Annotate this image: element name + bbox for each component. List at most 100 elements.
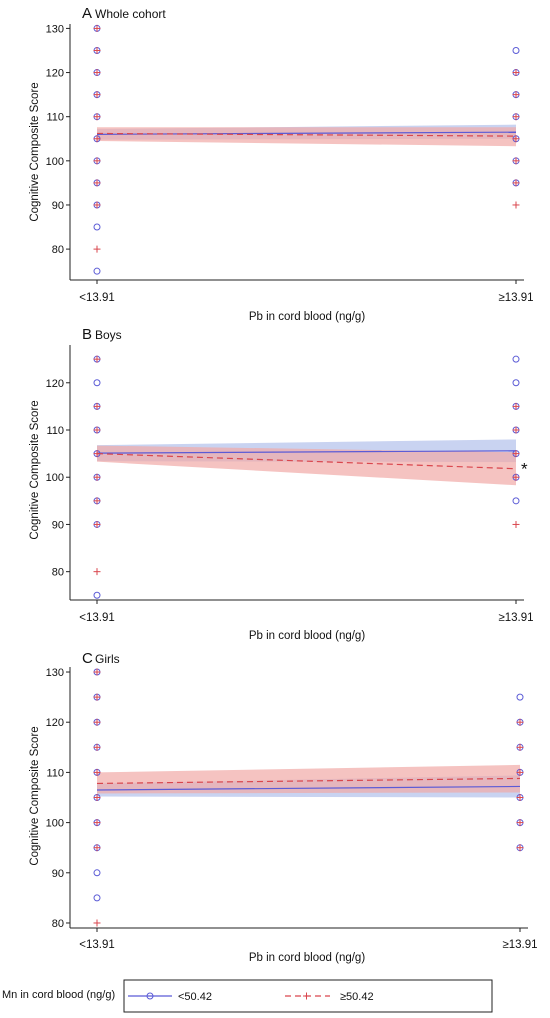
data-point-high-mn (93, 179, 101, 187)
data-point-high-mn (93, 355, 101, 363)
data-point-high-mn (512, 179, 520, 187)
data-point-low-mn (93, 267, 101, 275)
y-tick-label: 80 (52, 918, 64, 930)
fit-line-low-mn (96, 785, 521, 791)
panel-letter: A (82, 5, 92, 22)
data-point-low-mn (93, 894, 101, 902)
data-point-low-mn (93, 591, 101, 599)
y-axis-label: Cognitive Composite Score (29, 400, 41, 539)
y-tick-label: 100 (46, 472, 64, 484)
legend-label-low-mn: <50.42 (178, 991, 212, 1003)
data-point-low-mn (512, 355, 520, 363)
data-point-high-mn (93, 668, 101, 676)
y-tick-label: 130 (46, 667, 64, 679)
panel-letter: C (82, 650, 93, 667)
chart-panel-b: B Boys 80 90 100 110 120 Cognitive Composite Sc… (29, 326, 534, 642)
data-point-high-mn (93, 473, 101, 481)
data-point-low-mn (516, 693, 524, 701)
data-point-high-mn (516, 768, 524, 776)
fit-line-low-mn (96, 131, 517, 135)
y-tick-label: 90 (52, 868, 64, 880)
panel-title: Whole cohort (95, 7, 166, 21)
data-point-high-mn (93, 91, 101, 99)
x-tick-label: <13.91 (79, 612, 115, 624)
data-point-high-mn (516, 743, 524, 751)
data-point-high-mn (93, 718, 101, 726)
y-tick-label: 110 (46, 425, 64, 437)
data-point-high-mn (93, 69, 101, 77)
data-point-high-mn (512, 135, 520, 143)
y-tick-label: 100 (46, 818, 64, 830)
legend-title: Mn in cord blood (ng/g) (2, 989, 115, 1001)
data-point-high-mn (512, 91, 520, 99)
x-tick-label: ≥13.91 (498, 612, 533, 624)
data-point-low-mn (93, 869, 101, 877)
data-point-high-mn (93, 450, 101, 458)
data-point-high-mn (512, 450, 520, 458)
data-point-high-mn (512, 426, 520, 434)
data-point-high-mn (512, 113, 520, 121)
legend-marker-high-mn (303, 992, 310, 1000)
data-point-low-mn (93, 379, 101, 387)
panel-title: Girls (95, 652, 120, 666)
data-point-low-mn (512, 497, 520, 505)
data-point-high-mn (93, 844, 101, 852)
significance-asterisk: * (521, 460, 528, 479)
panel-letter: B (82, 326, 92, 343)
x-axis-label: Pb in cord blood (ng/g) (249, 630, 366, 642)
data-point-high-mn (93, 402, 101, 410)
data-point-high-mn (512, 201, 520, 209)
x-axis-label: Pb in cord blood (ng/g) (249, 311, 366, 323)
data-point-high-mn (93, 157, 101, 165)
x-tick-label: ≥13.91 (502, 939, 537, 951)
data-point-high-mn (93, 201, 101, 209)
panel-title: Boys (95, 328, 122, 342)
data-point-high-mn (93, 245, 101, 253)
y-tick-label: 120 (46, 378, 64, 390)
legend-label-high-mn: ≥50.42 (340, 991, 374, 1003)
data-point-high-mn (512, 520, 520, 528)
y-tick-label: 120 (46, 717, 64, 729)
y-tick-label: 80 (52, 244, 64, 256)
ci-band-high-mn (97, 445, 516, 486)
data-point-high-mn (93, 768, 101, 776)
legend-marker-low-mn (146, 992, 154, 1000)
y-axis-label: Cognitive Composite Score (29, 726, 41, 865)
chart-panel-c: C Girls 80 90 100 110 120 130 Cognitive Composit… (29, 650, 538, 964)
y-tick-label: 90 (52, 519, 64, 531)
data-point-high-mn (516, 794, 524, 801)
data-point-high-mn (93, 919, 101, 927)
data-point-high-mn (93, 426, 101, 434)
x-axis-label: Pb in cord blood (ng/g) (249, 952, 366, 964)
data-point-high-mn (516, 844, 524, 852)
data-point-high-mn (512, 157, 520, 165)
data-point-high-mn (93, 819, 101, 827)
data-point-high-mn (512, 402, 520, 410)
data-point-high-mn (93, 520, 101, 528)
legend: Mn in cord blood (ng/g) <50.42 ≥50.42 (2, 979, 493, 1013)
y-axis-label: Cognitive Composite Score (29, 82, 41, 221)
y-tick-label: 130 (46, 23, 64, 35)
ci-band-high-mn (97, 127, 516, 147)
y-tick-label: 100 (46, 156, 64, 168)
data-point-high-mn (516, 819, 524, 827)
y-tick-label: 120 (46, 68, 64, 80)
y-tick-label: 110 (46, 767, 64, 779)
data-point-high-mn (93, 46, 101, 54)
data-point-low-mn (93, 223, 101, 231)
chart-panel-a: A Whole cohort 80 90 100 110 120 130 Cognitive C… (29, 5, 534, 323)
data-point-high-mn (93, 497, 101, 505)
data-point-high-mn (512, 473, 520, 481)
data-point-high-mn (93, 113, 101, 121)
y-tick-label: 80 (52, 567, 64, 579)
y-tick-label: 90 (52, 200, 64, 212)
fit-line-low-mn (96, 450, 517, 454)
x-tick-label: <13.91 (79, 939, 115, 951)
data-point-low-mn (512, 379, 520, 387)
x-tick-label: ≥13.91 (498, 292, 533, 304)
data-point-high-mn (93, 693, 101, 701)
data-point-high-mn (516, 718, 524, 726)
y-tick-label: 110 (46, 112, 64, 124)
data-point-high-mn (93, 568, 101, 576)
